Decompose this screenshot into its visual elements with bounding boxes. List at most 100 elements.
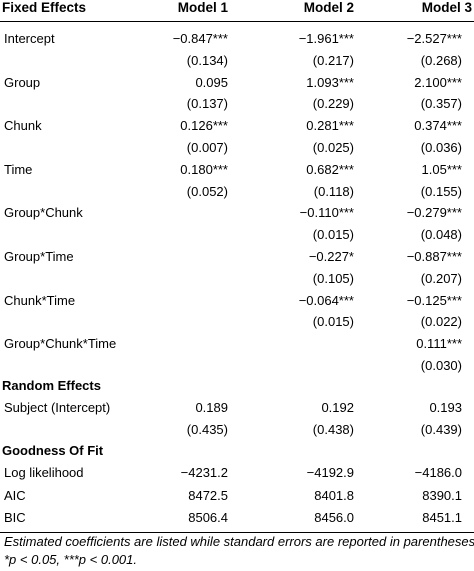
table-row: Group*Chunk −0.110*** −0.279*** — [0, 202, 474, 224]
row-label: Log likelihood — [4, 465, 84, 480]
row-label: Intercept — [4, 31, 55, 46]
model-2-value: (0.118) — [313, 183, 354, 199]
footnote-line-1: Estimated coefficients are listed while … — [4, 534, 474, 549]
table-row: (0.007) (0.025) (0.036) — [0, 137, 474, 159]
model-2-value: (0.217) — [312, 52, 354, 68]
model-3-value: −4186.0 — [414, 465, 462, 480]
row-label: Chunk — [4, 118, 42, 134]
model-3-value: 0.111*** — [416, 336, 462, 352]
model-3-value: −2.527*** — [406, 31, 462, 46]
table-row: BIC 8506.4 8456.0 8451.1 — [0, 507, 474, 529]
row-label: Group*Chunk*Time — [4, 336, 117, 352]
goodness-of-fit-heading: Goodness Of Fit — [2, 443, 104, 458]
model-3-value: (0.439) — [420, 422, 462, 437]
model-3-value: −0.279*** — [406, 205, 462, 221]
row-label: Subject (Intercept) — [4, 400, 111, 415]
table-row: (0.137) (0.229) (0.357) — [0, 93, 474, 115]
model-1-value: −0.847*** — [172, 31, 228, 46]
table-row: (0.435) (0.438) (0.439) — [0, 419, 474, 441]
model-3-value: (0.048) — [420, 227, 462, 243]
table-row: (0.134) (0.217) (0.268) — [0, 50, 474, 72]
header-model-1: Model 1 — [177, 0, 228, 15]
model-2-value: (0.438) — [312, 422, 354, 437]
model-3-value: 8451.1 — [422, 510, 462, 525]
model-3-value: (0.022) — [420, 314, 462, 330]
model-2-value: −0.110*** — [299, 205, 354, 221]
model-3-value: 0.374*** — [414, 118, 462, 134]
model-3-value: 2.100*** — [414, 74, 462, 90]
footnote-line-2: *p < 0.05, ***p < 0.001. — [4, 552, 137, 567]
table-row: (0.052) (0.118) (0.155) — [0, 181, 474, 203]
row-label: BIC — [4, 510, 26, 525]
model-2-value: −1.961*** — [298, 31, 354, 46]
header-model-3: Model 3 — [421, 0, 472, 15]
model-2-value: 8401.8 — [314, 487, 354, 503]
header-rule — [0, 21, 474, 22]
model-1-value: (0.137) — [186, 96, 228, 112]
model-2-value: (0.105) — [312, 270, 354, 286]
table-row: Intercept −0.847*** −1.961*** −2.527*** — [0, 28, 474, 50]
bottom-rule — [0, 532, 474, 533]
model-3-value: (0.268) — [420, 52, 462, 68]
model-1-value: (0.052) — [186, 183, 228, 199]
model-2-value: 0.192 — [321, 400, 354, 415]
model-1-value: 0.180*** — [180, 161, 228, 177]
model-2-value: (0.025) — [312, 140, 354, 155]
table-row: Chunk*Time −0.064*** −0.125*** — [0, 290, 474, 312]
table-row: Group*Chunk*Time 0.111*** — [0, 333, 474, 355]
table-row: Group 0.095 1.093*** 2.100*** — [0, 72, 474, 94]
table-row: Subject (Intercept) 0.189 0.192 0.193 — [0, 397, 474, 419]
header-fixed-effects: Fixed Effects — [2, 0, 87, 15]
header-model-2: Model 2 — [303, 0, 354, 15]
model-2-value: 0.682*** — [306, 161, 354, 177]
model-1-value: 0.095 — [195, 74, 228, 90]
model-3-value: 0.193 — [429, 400, 462, 415]
model-2-value: −0.227* — [308, 249, 354, 264]
model-1-value: 8506.4 — [188, 510, 228, 525]
model-2-value: 0.281*** — [306, 118, 354, 134]
model-1-value: (0.435) — [186, 422, 228, 437]
table-row: AIC 8472.5 8401.8 8390.1 — [0, 485, 474, 507]
model-3-value: (0.155) — [420, 183, 462, 199]
model-2-value: (0.015) — [312, 227, 354, 243]
table-row: (0.030) — [0, 355, 474, 377]
row-label: Chunk*Time — [4, 292, 76, 308]
row-label: Time — [4, 161, 33, 177]
model-1-value: 0.126*** — [180, 118, 228, 134]
row-label: AIC — [4, 487, 26, 503]
row-label: Group*Time — [4, 249, 74, 264]
table-row: (0.015) (0.048) — [0, 224, 474, 246]
row-label: Group*Chunk — [4, 205, 83, 221]
model-1-value: 8472.5 — [188, 487, 228, 503]
model-3-value: (0.207) — [420, 270, 462, 286]
model-1-value: 0.189 — [195, 400, 228, 415]
model-3-value: (0.357) — [420, 96, 462, 112]
model-1-value: −4231.2 — [180, 465, 228, 480]
model-2-value: (0.229) — [312, 96, 354, 112]
table-row: Log likelihood −4231.2 −4192.9 −4186.0 — [0, 462, 474, 484]
table-row: Group*Time −0.227* −0.887*** — [0, 246, 474, 268]
model-3-value: −0.887*** — [406, 249, 462, 264]
table-row: (0.105) (0.207) — [0, 268, 474, 290]
model-1-value: (0.134) — [186, 52, 228, 68]
model-2-value: 8456.0 — [314, 510, 354, 525]
random-effects-heading: Random Effects — [2, 378, 101, 393]
random-effects-heading-row: Random Effects — [0, 375, 474, 397]
model-2-value: (0.015) — [312, 314, 354, 330]
model-3-value: (0.036) — [420, 140, 462, 155]
table-row: Time 0.180*** 0.682*** 1.05*** — [0, 159, 474, 181]
model-2-value: −0.064*** — [298, 292, 354, 308]
table-row: Chunk 0.126*** 0.281*** 0.374*** — [0, 115, 474, 137]
model-2-value: 1.093*** — [306, 74, 354, 90]
model-3-value: 8390.1 — [422, 487, 462, 503]
table-row: (0.015) (0.022) — [0, 311, 474, 333]
table-header: Fixed Effects Model 1 Model 2 Model 3 — [0, 0, 474, 22]
goodness-of-fit-heading-row: Goodness Of Fit — [0, 440, 474, 462]
model-2-value: −4192.9 — [306, 465, 354, 480]
row-label: Group — [4, 74, 41, 90]
model-1-value: (0.007) — [186, 140, 228, 155]
model-3-value: (0.030) — [420, 358, 462, 373]
model-3-value: −0.125*** — [406, 292, 462, 308]
model-3-value: 1.05*** — [421, 161, 462, 177]
